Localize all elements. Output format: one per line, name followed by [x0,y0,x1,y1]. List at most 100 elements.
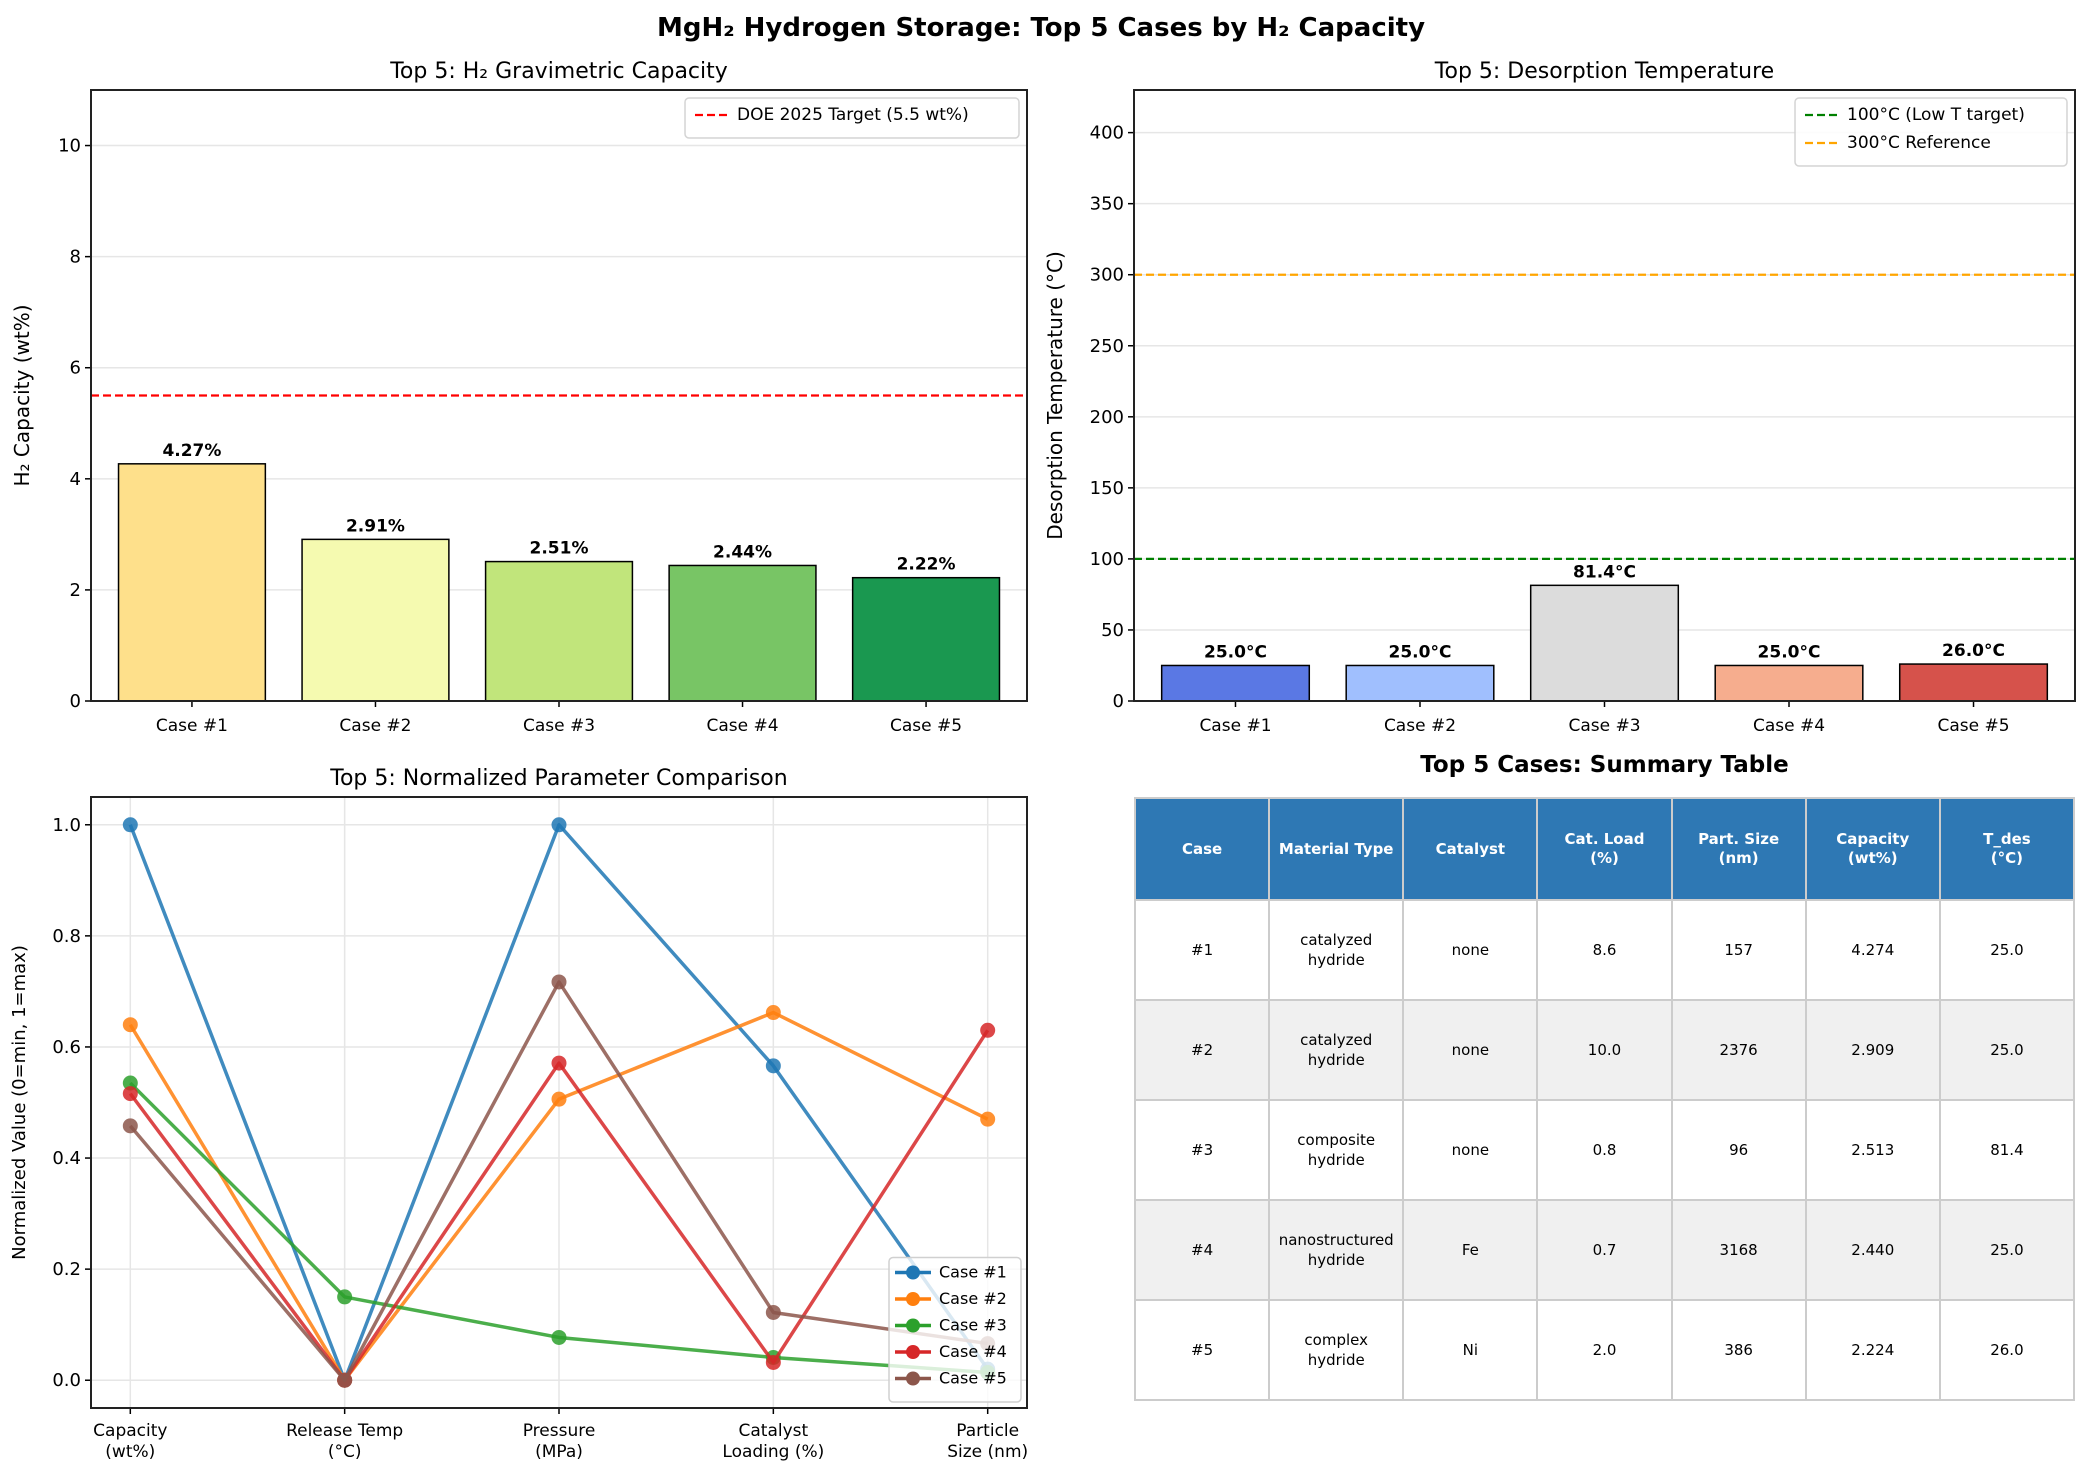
table-cell: catalyzed hydride [1268,899,1405,1001]
data-point [765,1304,781,1320]
x-tick-label: Case #3 [1568,716,1640,736]
chart-legend: DOE 2025 Target (5.5 wt%) [684,97,1020,139]
table-cell: #5 [1133,1299,1271,1401]
y-tick-label: 150 [1090,478,1124,499]
y-tick-label: 8 [70,247,81,268]
table-cell: composite hydride [1268,1099,1405,1201]
table-row: #3 composite hydride none 0.8 96 2.513 81.4 [1133,1099,2076,1201]
legend-marker [906,1292,920,1306]
chart-title: Top 5: H₂ Gravimetric Capacity [389,59,728,84]
x-tick-label: Case #3 [523,716,595,736]
y-tick-label: 10 [58,136,81,157]
table-cell: 2.0 [1536,1299,1673,1401]
table-header-cell: Material Type [1268,797,1405,901]
y-tick-label: 0.2 [52,1259,81,1280]
table-header-cell: Case [1133,797,1271,901]
data-point [122,1017,138,1033]
bar [1345,664,1495,702]
bar [1529,584,1680,702]
x-tick-label: Case #4 [706,716,778,736]
table-row: #5 complex hydride Ni 2.0 386 2.224 26.0 [1133,1299,2076,1401]
bar-value-label: 25.0°C [1758,642,1821,662]
y-tick-label: 4 [70,469,81,490]
table-cell: 8.6 [1536,899,1673,1001]
table-row: #2 catalyzed hydride none 10.0 2376 2.909 25.0 [1133,999,2076,1101]
table-row: #1 catalyzed hydride none 8.6 157 4.274 25.0 [1133,899,2076,1001]
data-point [551,974,567,990]
axes-frame [90,89,1028,702]
bar-value-label: 25.0°C [1204,642,1267,662]
table-cell: 386 [1670,1299,1807,1401]
y-tick-label: 2 [70,580,81,601]
data-point [765,1005,781,1021]
legend-label: Case #4 [939,1342,1007,1361]
y-tick-label: 0 [70,691,81,712]
table-cell: 2.224 [1804,1299,1941,1401]
normalized-line-chart: Top 5: Normalized Parameter Comparison 0.… [9,766,1028,1462]
table-row: #4 nanostructured hydride Fe 0.7 3168 2.440 25.… [1133,1199,2076,1301]
legend-marker [906,1371,920,1386]
table-cell: 26.0 [1938,1299,2076,1401]
data-point [122,817,138,833]
x-tick-label: Capacity [93,1421,167,1441]
axes-frame [1133,89,2076,702]
chart-title: Top 5: Normalized Parameter Comparison [329,766,787,791]
x-tick-label: (MPa) [535,1442,583,1462]
data-point [551,1329,567,1345]
desorption-bar-chart: Top 5: Desorption Temperature 0 50 100 150 20… [1043,59,2076,736]
y-tick-label: 0.4 [52,1148,81,1169]
table-header-cell: Capacity (wt%) [1804,797,1941,901]
x-tick-label: Case #4 [1753,716,1825,736]
x-tick-label: Case #5 [1937,716,2009,736]
table-cell: 2376 [1670,999,1807,1101]
legend-box [1794,97,2068,167]
y-axis-label: H₂ Capacity (wt%) [10,305,34,487]
capacity-bar-chart: Top 5: H₂ Gravimetric Capacity 0 2 4 6 8 10 4.2… [10,59,1028,736]
data-point [337,1289,353,1305]
y-tick-label: 250 [1090,336,1124,357]
legend-marker [906,1265,920,1280]
chart-title: Top 5: Desorption Temperature [1434,59,1774,84]
data-point [980,1111,996,1127]
summary-table-container: Case Material Type Catalyst Cat. Load (%) Par… [1133,797,2076,1401]
x-tick-label: Case #1 [1199,716,1271,736]
x-tick-label: Pressure [523,1421,596,1441]
x-tick-label: Size (nm) [947,1442,1028,1462]
data-point [122,1118,138,1134]
table-cell: none [1402,1099,1539,1201]
table-header-cell: Catalyst [1402,797,1539,901]
table-cell: complex hydride [1268,1299,1405,1401]
legend-marker [906,1345,920,1359]
summary-table-body: #1 catalyzed hydride none 8.6 157 4.274 25.0 #2 c… [1133,899,2076,1401]
bar-value-label: 4.27% [162,441,221,461]
legend-label: 300°C Reference [1847,133,1991,153]
table-cell: 3168 [1670,1199,1807,1301]
legend-label: DOE 2025 Target (5.5 wt%) [737,105,969,125]
data-point [337,1372,353,1388]
table-cell: #3 [1133,1099,1271,1201]
y-tick-label: 1.0 [52,815,81,836]
bar-value-label: 25.0°C [1389,642,1452,662]
x-tick-label: (°C) [328,1442,362,1462]
table-cell: 4.274 [1804,899,1941,1001]
table-header-cell: Cat. Load (%) [1536,797,1673,901]
table-cell: 2.440 [1804,1199,1941,1301]
x-tick-label: Case #2 [1384,716,1456,736]
y-tick-label: 0.6 [52,1037,81,1058]
legend-label: 100°C (Low T target) [1847,105,2025,125]
y-tick-label: 300 [1090,265,1124,286]
y-tick-label: 200 [1090,407,1124,428]
data-point [551,1091,567,1107]
table-cell: 96 [1670,1099,1807,1201]
data-point [551,1055,567,1071]
y-tick-label: 100 [1090,549,1124,570]
x-tick-label: Catalyst [739,1421,809,1441]
x-tick-label: (wt%) [105,1442,155,1462]
table-cell: 81.4 [1938,1099,2076,1201]
y-tick-label: 0.0 [52,1370,81,1391]
table-cell: 25.0 [1938,899,2076,1001]
bar [484,560,634,702]
table-header-cell: T_des (°C) [1938,797,2076,901]
legend-label: Case #5 [939,1369,1007,1388]
